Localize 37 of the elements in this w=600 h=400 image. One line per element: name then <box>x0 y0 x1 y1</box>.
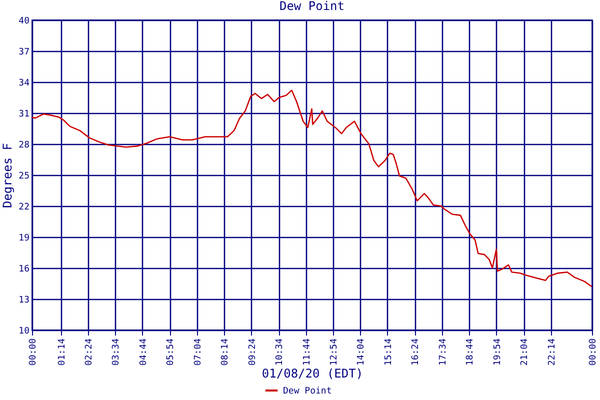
y-tick-label: 34 <box>18 78 30 88</box>
x-tick-label: 08:14 <box>220 338 231 366</box>
x-tick-label: 22:14 <box>547 338 558 366</box>
x-tick-label: 19:54 <box>492 338 503 366</box>
legend-label: Dew Point <box>283 386 332 396</box>
y-tick-label: 22 <box>18 202 30 212</box>
x-tick-label: 10:34 <box>275 338 286 366</box>
x-tick-label: 11:44 <box>302 338 312 366</box>
x-tick-label: 07:04 <box>193 338 204 366</box>
y-tick-label: 25 <box>18 172 30 182</box>
chart-title: Dew Point <box>279 0 345 13</box>
x-tick-label: 05:54 <box>166 338 176 366</box>
x-tick-label: 14:04 <box>356 338 367 366</box>
y-tick-label: 40 <box>18 16 30 26</box>
x-axis-title: 01/08/20 (EDT) <box>262 366 364 381</box>
y-tick-label: 28 <box>18 140 30 150</box>
x-tick-label: 09:24 <box>248 338 258 366</box>
y-tick-label: 13 <box>18 296 30 306</box>
y-tick-label: 37 <box>18 48 30 58</box>
x-tick-label: 16:24 <box>411 338 422 366</box>
y-axis-title: Degrees F <box>0 142 15 208</box>
x-tick-label: 00:00 <box>28 338 38 366</box>
line-series <box>31 90 592 288</box>
x-tick-label: 21:04 <box>520 338 530 366</box>
x-tick-label: 03:34 <box>112 338 122 366</box>
x-tick-label: 18:44 <box>466 338 476 366</box>
x-tick-label: 17:34 <box>438 338 448 366</box>
x-tick-label: 02:24 <box>84 338 94 366</box>
x-tick-label: 01:14 <box>57 338 68 366</box>
x-tick-label: 15:14 <box>384 338 394 366</box>
y-tick-label: 10 <box>18 326 30 336</box>
x-tick-label: 00:00 <box>588 338 598 366</box>
x-tick-label: 12:54 <box>330 338 340 366</box>
y-tick-label: 19 <box>18 234 30 244</box>
y-tick-label: 16 <box>18 264 30 274</box>
y-tick-label: 31 <box>18 110 30 120</box>
x-tick-label: 04:44 <box>138 338 149 366</box>
